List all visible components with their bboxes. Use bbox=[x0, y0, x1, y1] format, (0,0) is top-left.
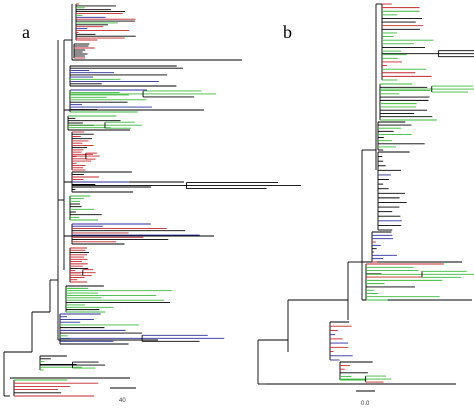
panel-b-branches bbox=[257, 3, 474, 385]
panel-a-branches bbox=[3, 3, 301, 397]
panel-a-label: a bbox=[22, 22, 30, 42]
panel-a-tree: a 40 bbox=[3, 3, 301, 404]
panel-b-scale-label: 0.0 bbox=[361, 401, 370, 407]
panel-b-label: b bbox=[283, 22, 292, 42]
panel-b-tree: b 0.0 bbox=[257, 3, 474, 407]
panel-a-scale-label: 40 bbox=[119, 398, 126, 404]
